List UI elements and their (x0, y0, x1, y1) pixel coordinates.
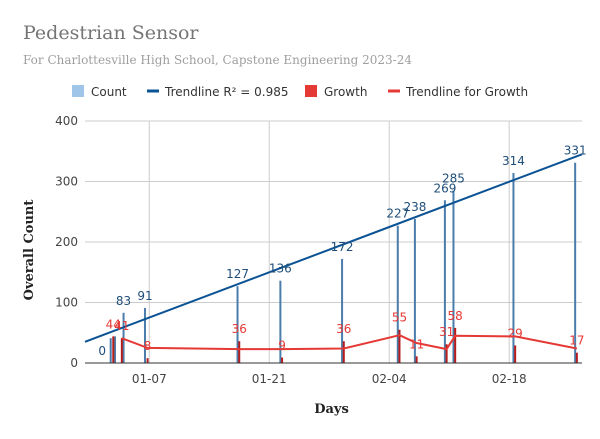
count-bar (109, 338, 112, 363)
count-bar (143, 307, 146, 363)
growth-bar (575, 352, 578, 363)
count-data-label: 127 (226, 267, 249, 281)
count-data-label: 91 (137, 289, 152, 303)
legend-label: Growth (324, 85, 367, 99)
count-bar (396, 225, 399, 363)
y-tick-label: 100 (55, 296, 78, 310)
trendline-count (84, 153, 583, 343)
growth-data-label: 55 (392, 311, 407, 325)
growth-bar (514, 345, 517, 363)
count-bar (443, 200, 446, 363)
y-tick-label: 300 (55, 175, 78, 189)
chart-subtitle: For Charlottesville High School, Capston… (23, 53, 413, 67)
growth-data-label: 58 (448, 309, 463, 323)
legend-label: Trendline R² = 0.985 (164, 85, 289, 99)
growth-data-label: 17 (569, 334, 584, 348)
growth-bar (281, 357, 284, 363)
count-bar (341, 258, 344, 363)
count-bar (512, 173, 515, 363)
y-tick-label: 400 (55, 114, 78, 128)
growth-data-label: 31 (439, 325, 454, 339)
growth-data-label: 41 (114, 319, 129, 333)
growth-data-label: 36 (232, 322, 247, 336)
count-bar (452, 190, 455, 363)
legend-label: Count (91, 85, 127, 99)
growth-bar (112, 336, 115, 363)
count-data-label: 285 (442, 172, 465, 186)
growth-bar (445, 344, 448, 363)
growth-data-label: 11 (409, 337, 424, 351)
count-data-label: 269 (433, 181, 456, 195)
count-data-label: 227 (386, 207, 409, 221)
legend: Count Trendline R² = 0.985 Growth Trendline… (72, 85, 528, 99)
growth-bar (398, 329, 401, 363)
growth-data-label: 9 (278, 339, 286, 353)
trendlines (84, 153, 583, 351)
growth-bar (120, 338, 123, 363)
growth-data-label: 8 (144, 339, 152, 353)
axes: 0 100 200 300 400 01-07 01-21 02-04 02-18 Days Ove… (22, 114, 582, 417)
growth-bar (238, 341, 241, 363)
legend-swatch-box (305, 85, 317, 97)
growth-bar (342, 341, 345, 363)
legend-swatch-box (72, 85, 84, 97)
x-tick-label: 02-18 (492, 372, 527, 386)
count-data-label: 238 (403, 200, 426, 214)
growth-data-label: 44 (106, 317, 121, 331)
growth-bar (454, 327, 457, 363)
growth-data-label: 29 (508, 326, 523, 340)
x-axis-title: Days (314, 402, 349, 417)
count-data-label: 136 (269, 262, 292, 276)
count-bar (574, 162, 577, 363)
y-tick-label: 0 (70, 356, 78, 370)
chart-title: Pedestrian Sensor (23, 22, 199, 44)
growth-bar (146, 358, 149, 363)
growth-bar (415, 356, 418, 363)
count-data-label: 172 (331, 240, 354, 254)
trendline-growth (121, 334, 578, 351)
count-data-label: 0 (98, 344, 106, 358)
x-tick-label: 01-07 (132, 372, 167, 386)
grid (85, 120, 582, 363)
x-tick-label: 01-21 (252, 372, 287, 386)
count-bar (413, 219, 416, 363)
count-bar (279, 280, 282, 363)
bars (109, 162, 578, 363)
count-bar (113, 336, 116, 363)
y-tick-label: 200 (55, 235, 78, 249)
legend-label: Trendline for Growth (405, 85, 528, 99)
count-data-label: 314 (502, 154, 525, 168)
y-axis-title: Overall Count (22, 200, 37, 301)
count-data-label: 83 (116, 294, 131, 308)
x-tick-label: 02-04 (372, 372, 407, 386)
count-data-label: 331 (564, 144, 587, 158)
count-bar (236, 286, 239, 363)
growth-data-label: 36 (336, 322, 351, 336)
